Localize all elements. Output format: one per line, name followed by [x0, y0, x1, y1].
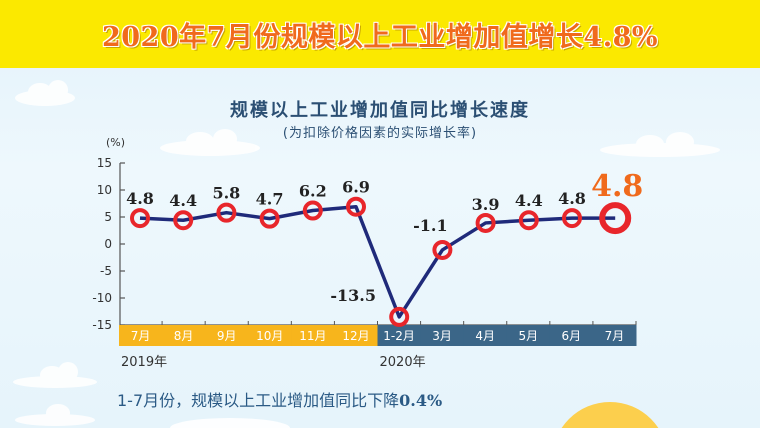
y-tick-label: 15 — [97, 156, 112, 170]
title-banner: 2020年7月份规模以上工业增加值增长4.8% — [0, 0, 760, 68]
y-axis-unit-label: (%) — [106, 136, 125, 149]
data-value-label: 6.2 — [299, 182, 327, 201]
x-tick-label: 5月 — [518, 329, 538, 343]
x-tick-label: 9月 — [217, 329, 237, 343]
x-tick-label: 7月 — [605, 329, 625, 343]
data-point-marker — [518, 210, 539, 231]
data-point-marker — [562, 208, 582, 229]
data-value-label: 4.4 — [169, 191, 197, 210]
y-tick-label: 10 — [97, 183, 112, 197]
y-tick-label: 5 — [104, 210, 112, 224]
data-value-label: 4.8 — [126, 189, 154, 208]
data-point-marker — [432, 239, 453, 260]
data-line — [139, 204, 616, 319]
cloud-decoration-icon — [13, 80, 720, 428]
y-tick-label: -5 — [100, 264, 112, 278]
x-tick-label: 11月 — [299, 329, 326, 343]
chart-subtitle: (为扣除价格因素的实际增长率) — [282, 126, 478, 141]
data-point-marker — [302, 200, 323, 221]
year-label: 2020年 — [380, 355, 426, 370]
y-tick-label: 0 — [104, 237, 112, 251]
x-tick-label: 6月 — [562, 329, 582, 343]
x-tick-label: 7月 — [131, 329, 151, 343]
data-value-label: -1.1 — [413, 216, 447, 235]
x-tick-label: 12月 — [342, 329, 369, 343]
data-point-marker — [346, 196, 366, 217]
data-value-label: 4.7 — [256, 190, 284, 209]
data-point-marker — [216, 202, 237, 223]
data-point-marker — [130, 208, 150, 229]
highlight-value-label: 4.8 — [591, 169, 643, 204]
x-tick-label: 3月 — [432, 329, 452, 343]
data-value-label: -13.5 — [330, 286, 376, 305]
data-value-label: 6.9 — [342, 178, 370, 197]
x-tick-label: 8月 — [174, 329, 194, 343]
summary-value: 0.4% — [399, 391, 443, 410]
data-value-label: 4.8 — [558, 189, 586, 208]
y-tick-label: -10 — [92, 291, 112, 305]
data-point-marker — [475, 212, 496, 233]
y-tick-label: -15 — [92, 318, 112, 332]
chart-title: 规模以上工业增加值同比增长速度 — [230, 100, 530, 121]
data-value-label: 5.8 — [212, 184, 240, 203]
data-point-marker — [173, 210, 194, 231]
data-value-label: 3.9 — [472, 195, 500, 214]
x-tick-label: 10月 — [256, 329, 283, 343]
x-tick-label: 4月 — [475, 329, 495, 343]
data-point-marker — [259, 208, 280, 229]
sun-decoration-icon — [561, 402, 659, 428]
data-point-marker — [389, 306, 410, 327]
summary-text: 1-7月份，规模以上工业增加值同比下降 — [117, 391, 400, 410]
data-point-marker — [599, 202, 632, 235]
year-label: 2019年 — [121, 355, 167, 370]
data-value-label: 4.4 — [515, 191, 543, 210]
page-title: 2020年7月份规模以上工业增加值增长4.8% — [101, 21, 659, 53]
x-tick-label: 1-2月 — [383, 329, 415, 343]
summary-note: 1-7月份，规模以上工业增加值同比下降0.4% — [117, 387, 442, 411]
